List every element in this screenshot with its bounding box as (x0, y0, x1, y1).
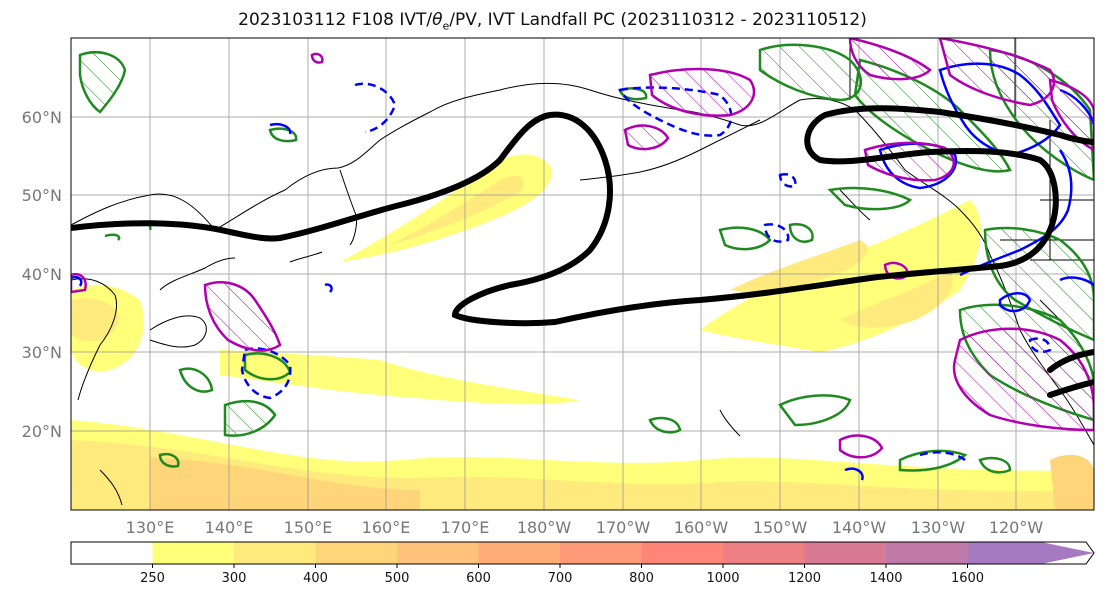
lon-label: 150°W (753, 518, 808, 537)
colorbar-segment (315, 542, 398, 564)
colorbar-tick-label: 1000 (706, 571, 739, 586)
lon-label: 170°E (441, 518, 490, 537)
pc-contours (71, 38, 1094, 459)
colorbar-tick-label: 250 (140, 571, 165, 586)
colorbar-tick-label: 1400 (869, 571, 902, 586)
lon-label: 140°W (832, 518, 887, 537)
lat-labels: 60°N 50°N 40°N 30°N 20°N (22, 108, 62, 441)
colorbar-segment (152, 542, 235, 564)
lon-label: 140°E (205, 518, 254, 537)
colorbar-tick-label: 800 (629, 571, 654, 586)
colorbar-extend-arrow (967, 542, 1094, 564)
lon-label: 170°W (596, 518, 651, 537)
colorbar-segment (71, 542, 153, 564)
lat-label: 60°N (22, 108, 62, 127)
lat-label: 30°N (22, 343, 62, 362)
colorbar-segment (478, 542, 561, 564)
colorbar-tick-label: 400 (303, 571, 328, 586)
colorbar-segment (397, 542, 479, 564)
lon-label: 160°E (362, 518, 411, 537)
colorbar: 250 300 400 500 600 700 800 1000 1200 1400 1600 (70, 541, 1095, 586)
map-area (71, 38, 1094, 510)
map-title: 2023103112 F108 IVT/θe/PV, IVT Landfall … (238, 10, 867, 33)
lat-label: 20°N (22, 422, 62, 441)
colorbar-tick-label: 500 (385, 571, 410, 586)
colorbar-outline (70, 541, 1095, 565)
jet-line (71, 105, 1094, 398)
colorbar-tick-label: 1600 (951, 571, 984, 586)
lon-label: 160°W (674, 518, 729, 537)
ivt-fill (71, 154, 1094, 510)
lat-label: 40°N (22, 265, 62, 284)
colorbar-segment (804, 542, 887, 564)
lon-label: 120°W (989, 518, 1044, 537)
lon-label: 150°E (284, 518, 333, 537)
lat-label: 50°N (22, 186, 62, 205)
colorbar-tick-label: 300 (222, 571, 247, 586)
lon-labels: 130°E 140°E 150°E 160°E 170°E 180°W 170°… (126, 518, 1044, 537)
lon-label: 130°W (911, 518, 966, 537)
map-frame (70, 37, 1095, 511)
colorbar-tick-label: 600 (466, 571, 491, 586)
colorbar-segment (234, 542, 316, 564)
lon-label: 180°W (517, 518, 572, 537)
colorbar-segment (641, 542, 724, 564)
colorbar-segment (723, 542, 805, 564)
colorbar-segment (886, 542, 968, 564)
colorbar-tick-label: 1200 (788, 571, 821, 586)
colorbar-tick-label: 700 (548, 571, 573, 586)
colorbar-segment (560, 542, 642, 564)
lon-label: 130°E (126, 518, 175, 537)
